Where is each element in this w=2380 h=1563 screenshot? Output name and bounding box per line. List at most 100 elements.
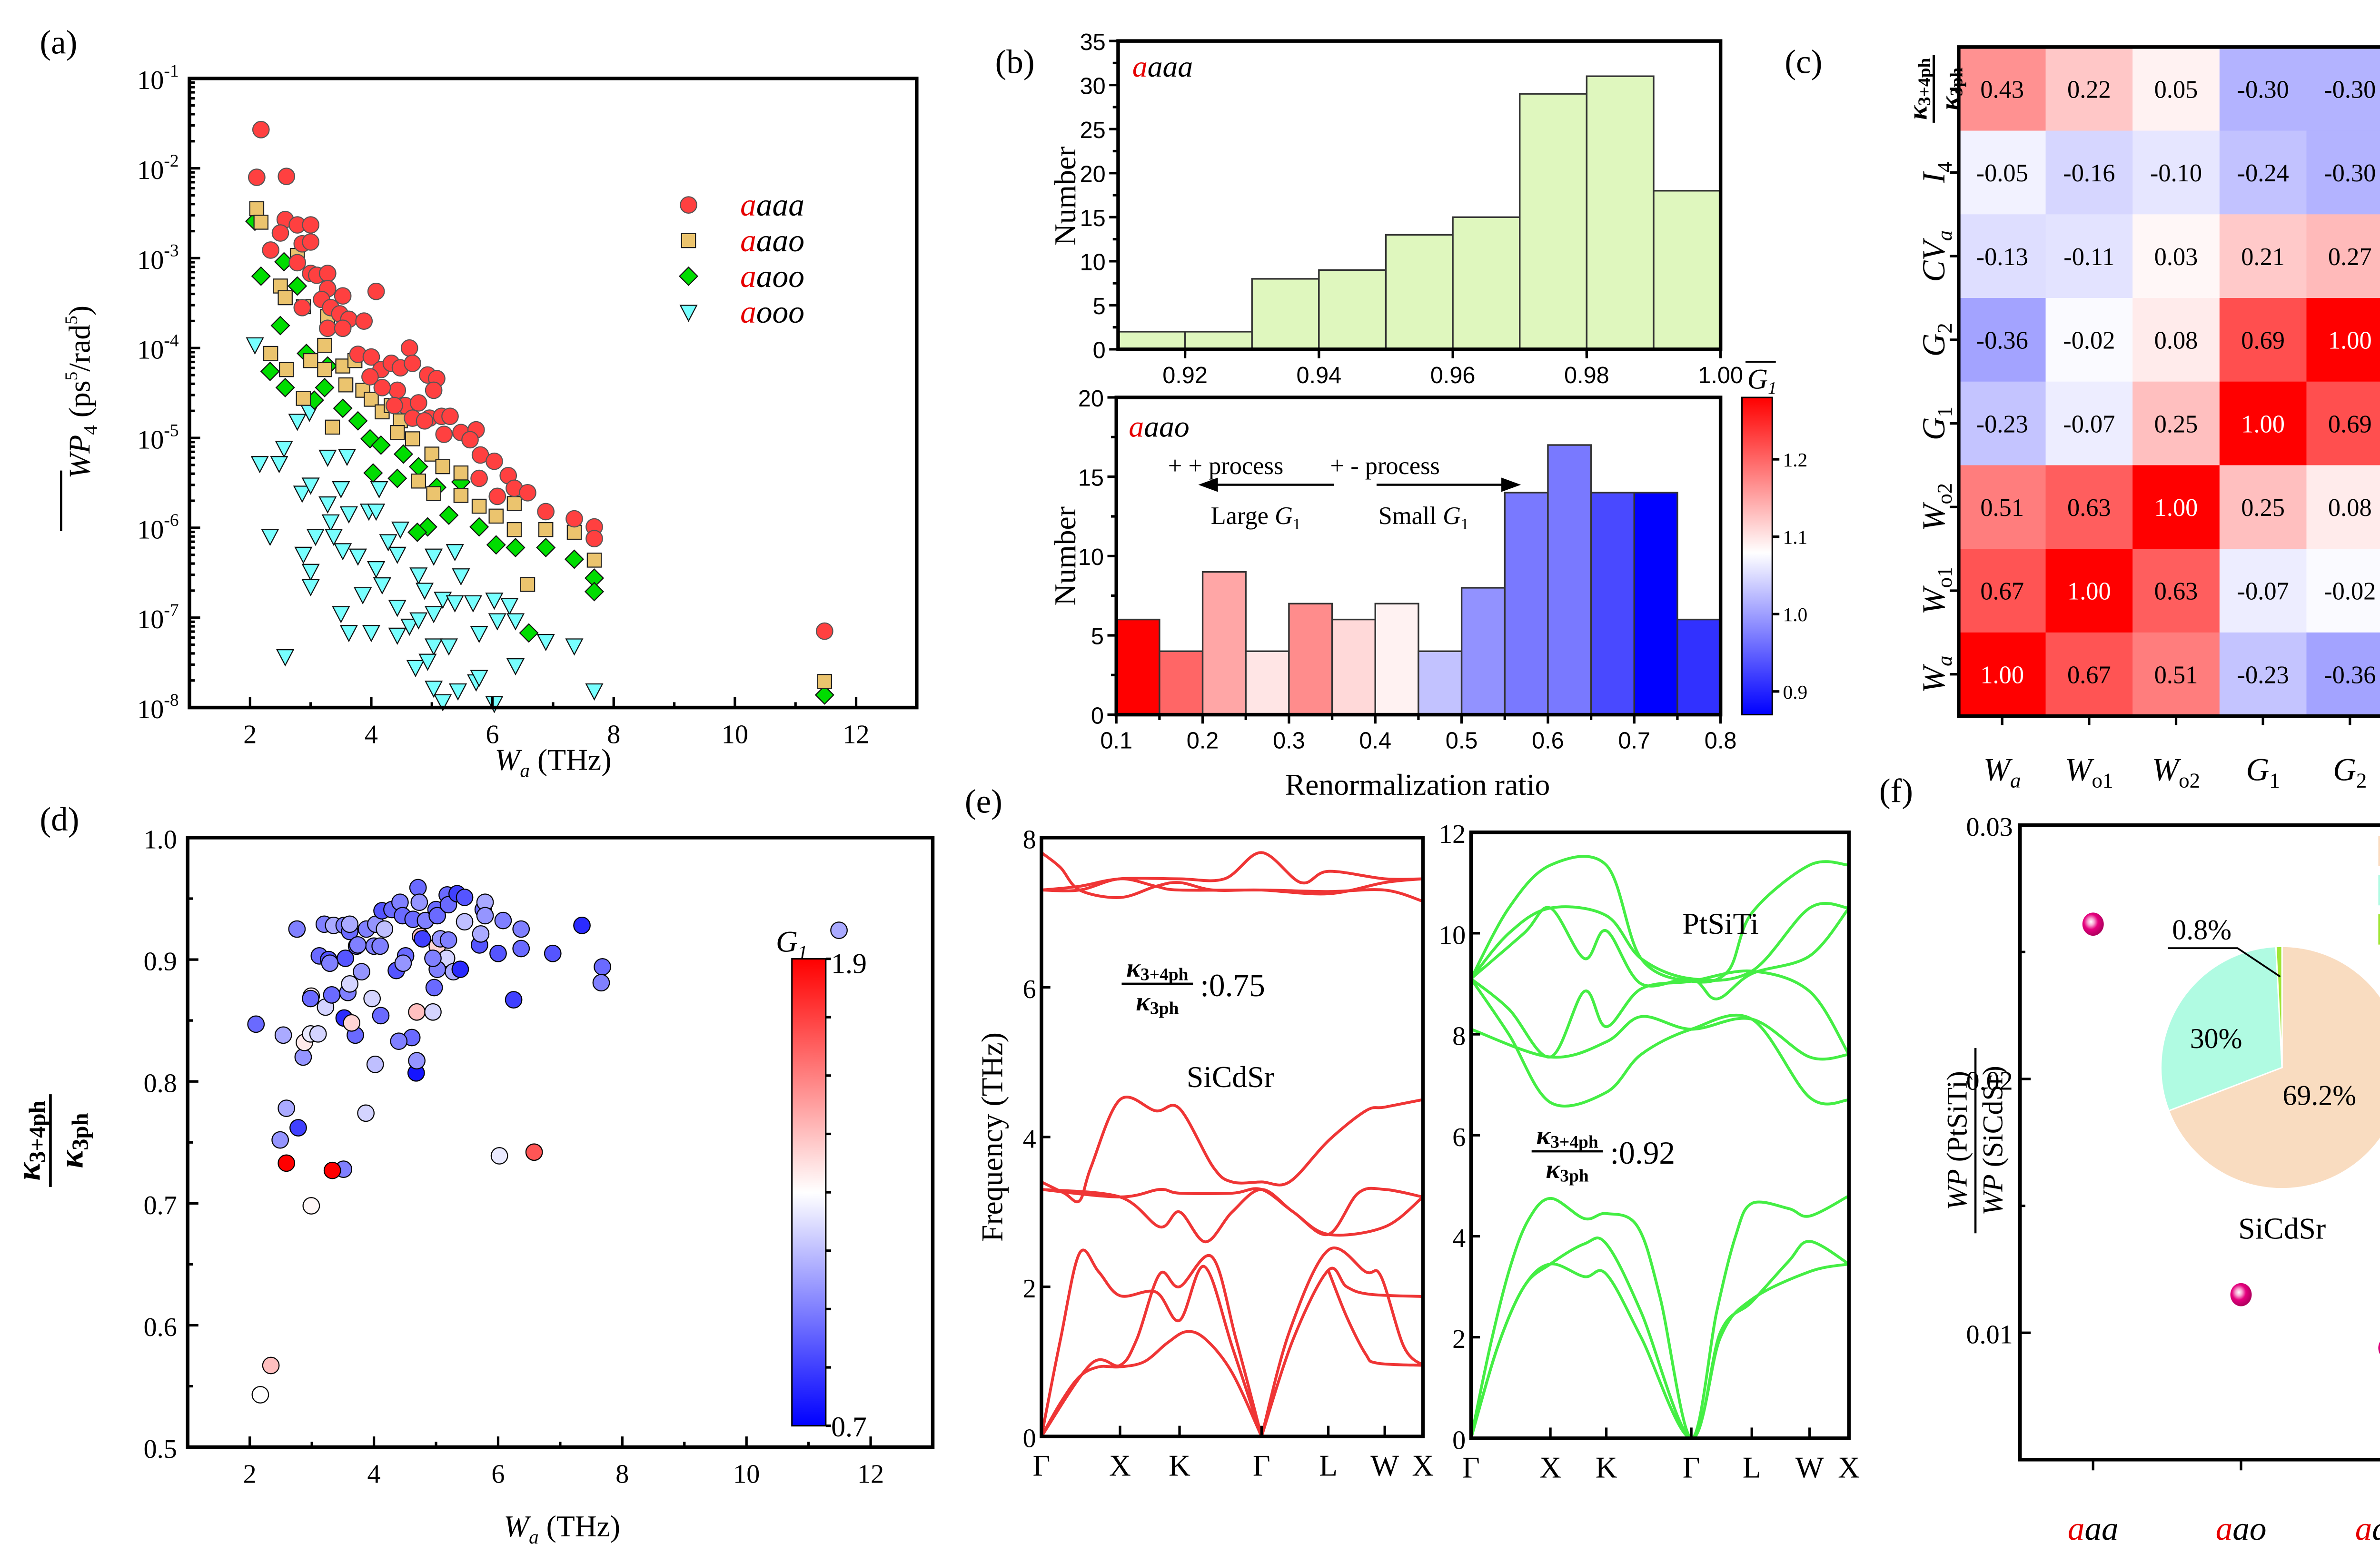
marker-aaao xyxy=(520,577,536,592)
marker-aaao xyxy=(317,362,332,377)
heatmap-cell xyxy=(2045,214,2133,299)
heatmap-cell-value: -0.36 xyxy=(2324,661,2376,689)
legend-marker-aaoo xyxy=(678,266,699,286)
legend-marker-aooo xyxy=(679,305,698,322)
data-point xyxy=(544,944,562,962)
marker-aaaa xyxy=(278,168,296,185)
kpoint-label: K xyxy=(1596,1450,1617,1484)
marker-aaoo xyxy=(275,377,295,397)
heatmap-cell-value: 1.00 xyxy=(2241,410,2285,438)
panel-a-markers xyxy=(245,121,834,713)
data-point xyxy=(321,954,339,972)
heatmap-cell-value: 0.08 xyxy=(2328,494,2372,522)
x-tick-label: 0.3 xyxy=(1273,728,1305,754)
heatmap-cell xyxy=(1958,549,2046,633)
histogram-bar xyxy=(1331,618,1376,716)
marker-aaaa xyxy=(400,339,418,357)
data-point xyxy=(439,931,457,949)
axis-label: Wa xyxy=(1983,752,2021,792)
marker-aaaa xyxy=(248,168,266,186)
histogram-bar xyxy=(1159,650,1204,716)
panel-a: (a) 2 4 6 8 10 12 10-1 10-2 10-3 10-4 10-5 10-6 10-7… xyxy=(40,24,919,782)
data-point xyxy=(323,986,341,1004)
marker-aooo xyxy=(261,529,279,546)
marker-aaao xyxy=(424,446,440,462)
marker-aaaa xyxy=(293,298,311,317)
kappa-denominator: κ3ph xyxy=(1935,67,1966,110)
ptsiti-title: PtSiTi xyxy=(1682,907,1758,940)
marker-aaao xyxy=(453,465,469,481)
marker-aaao xyxy=(538,522,554,537)
marker-aooo xyxy=(301,579,320,597)
right-arrow-head-icon xyxy=(1501,477,1521,492)
heatmap-cell xyxy=(1958,632,2046,717)
y-tick-label: 8 xyxy=(1452,1022,1466,1051)
ylabel-unit: (ps xyxy=(62,381,96,425)
data-point xyxy=(408,1003,426,1021)
panel-b-top-ticks: 0.92 0.94 0.96 0.98 1.00 0 5 10 15 20 25 30 35 xyxy=(1080,30,1743,388)
pie-slice-aoo xyxy=(2275,945,2283,1068)
panel-f-frame xyxy=(2018,823,2380,1462)
heatmap-cells: 0.430.220.05-0.30-0.30-0.33-0.161.00-0.0… xyxy=(1958,47,2380,717)
y-tick-label: 15 xyxy=(1080,206,1106,231)
marker-aaoo xyxy=(251,266,271,286)
axis-label: Wo2 xyxy=(1916,483,1956,531)
heatmap-cell xyxy=(2306,465,2380,550)
pp-process-text: + + process xyxy=(1168,452,1283,480)
marker-aooo xyxy=(485,696,504,713)
data-point xyxy=(408,1052,426,1070)
kappa-denominator: κ3ph xyxy=(1546,1155,1589,1186)
phonon-band xyxy=(1040,1254,1263,1437)
marker-aooo xyxy=(439,638,458,656)
marker-aaoo xyxy=(469,517,489,537)
data-point xyxy=(302,1197,320,1215)
x-tick-label: 0.94 xyxy=(1297,363,1342,388)
x-tick-label: 0.6 xyxy=(1532,728,1564,754)
marker-aooo xyxy=(332,606,350,623)
x-tick-label: 2 xyxy=(243,1459,257,1489)
panel-a-xlabel: Wa (THz) xyxy=(495,743,611,782)
phonon-band xyxy=(1260,1266,1423,1437)
x-tick-label: 0.7 xyxy=(1618,728,1650,754)
marker-aooo xyxy=(337,448,357,466)
marker-aooo xyxy=(448,683,467,701)
panel-b-bottom-bars xyxy=(1115,444,1722,716)
data-point xyxy=(278,1154,296,1172)
heatmap-cell-value: 0.51 xyxy=(1980,494,2024,522)
marker-aooo xyxy=(425,548,443,566)
panel-f-pies: SiCdSrPtSiTi69.2%30%0.8%82.1%15.7%2.1% xyxy=(2160,914,2380,1245)
heatmap-cell-value: -0.23 xyxy=(1976,410,2028,438)
heatmap-cell-value: -0.07 xyxy=(2063,410,2115,438)
y-tick-label: 10-5 xyxy=(137,421,178,455)
x-tick-label: 0.2 xyxy=(1187,728,1219,754)
marker-aooo xyxy=(446,595,464,613)
kpoint-label: L xyxy=(1319,1449,1338,1483)
panel-label-f: (f) xyxy=(1879,772,1913,810)
y-tick-label: 0.5 xyxy=(144,1434,177,1464)
marker-aaaa xyxy=(262,241,279,259)
heatmap-frame xyxy=(1957,45,2380,718)
marker-aaaa xyxy=(585,530,603,547)
histogram-bar xyxy=(1519,93,1588,350)
marker-aaaa xyxy=(367,282,385,300)
marker-aooo xyxy=(373,577,391,595)
panel-c: (c) 0.430.220.05-0.30-0.30-0.33-0.161.00… xyxy=(1785,44,2380,792)
marker-aooo xyxy=(485,593,504,610)
heatmap-cell-value: 0.67 xyxy=(2067,661,2111,689)
kappa-numerator: κ3+4ph xyxy=(1126,953,1188,984)
marker-aooo xyxy=(388,627,407,645)
marker-aooo xyxy=(464,595,482,613)
y-tick-label: 10-3 xyxy=(137,241,178,275)
data-point xyxy=(2230,1283,2252,1306)
heatmap-cell-value: -0.16 xyxy=(2063,159,2115,187)
marker-aaaa xyxy=(288,254,307,272)
heatmap-cell-value: -0.05 xyxy=(1976,159,2028,187)
legend-label-aooo: aooo xyxy=(740,294,804,330)
heatmap-cell xyxy=(2219,47,2307,131)
column-label: Wo2 xyxy=(2152,752,2200,792)
x-tick-label: 4 xyxy=(367,1459,381,1489)
row-label: Wa xyxy=(1916,655,1956,693)
heatmap-cell xyxy=(2132,130,2220,215)
